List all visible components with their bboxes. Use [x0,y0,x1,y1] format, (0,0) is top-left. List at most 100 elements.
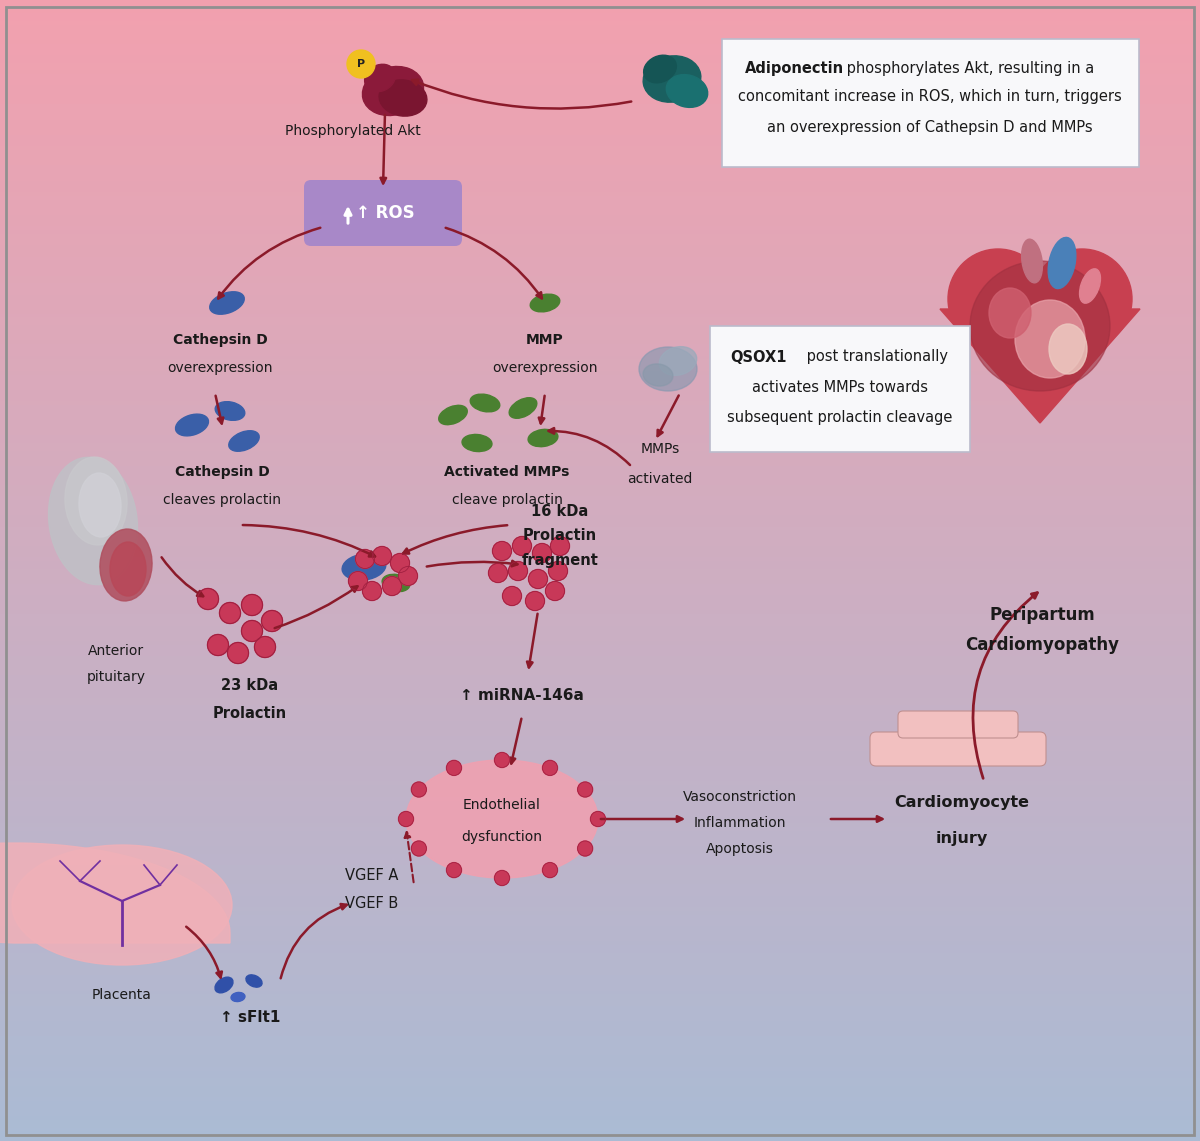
Bar [0,576,1200,582]
Bar [0,200,1200,205]
Circle shape [372,547,391,566]
Bar [0,790,1200,795]
Bar [0,1098,1200,1103]
Bar [0,953,1200,958]
Bar [0,995,1200,1001]
Bar [0,915,1200,921]
Bar [0,302,1200,308]
Bar [0,173,1200,179]
Bar [0,653,1200,658]
Bar [0,237,1200,243]
Circle shape [362,582,382,600]
Bar [0,1025,1200,1030]
Bar [0,778,1200,784]
Ellipse shape [1049,324,1087,374]
FancyBboxPatch shape [721,39,1139,167]
Bar [0,416,1200,422]
Bar [0,466,1200,471]
Bar [0,32,1200,38]
Circle shape [412,782,426,798]
Bar [0,747,1200,753]
Bar [0,462,1200,468]
Bar [0,139,1200,145]
Ellipse shape [79,474,121,537]
Bar [0,37,1200,42]
Ellipse shape [110,542,146,596]
Bar [0,1078,1200,1084]
Bar [0,496,1200,502]
Circle shape [220,602,240,623]
Ellipse shape [643,56,701,103]
Bar [0,249,1200,254]
Bar [0,721,1200,727]
Bar [0,907,1200,913]
Bar [0,1018,1200,1023]
Bar [0,831,1200,836]
Text: Phosphorylated Akt: Phosphorylated Akt [286,124,421,138]
Ellipse shape [1032,249,1132,349]
Bar [0,812,1200,818]
Bar [0,984,1200,989]
Bar [0,226,1200,232]
Text: fragment: fragment [522,553,599,568]
Text: Cardiomyocyte: Cardiomyocyte [894,795,1030,810]
Bar [0,1010,1200,1015]
Bar [0,865,1200,871]
Circle shape [509,561,528,581]
Bar [0,86,1200,91]
Bar [0,553,1200,559]
Bar [0,374,1200,380]
Text: cleaves prolactin: cleaves prolactin [163,493,281,507]
Bar [0,1086,1200,1092]
Bar [0,816,1200,822]
Text: Vasoconstriction: Vasoconstriction [683,790,797,804]
Bar [0,591,1200,597]
Bar [0,188,1200,194]
Text: subsequent prolactin cleavage: subsequent prolactin cleavage [727,410,953,424]
Text: activated: activated [628,472,692,486]
Bar [0,607,1200,613]
Bar [0,265,1200,270]
Bar [0,1075,1200,1081]
Circle shape [503,586,522,606]
Ellipse shape [643,55,677,83]
Bar [0,725,1200,730]
Text: Adiponectin: Adiponectin [745,60,844,75]
Bar [0,508,1200,513]
Text: VGEF B: VGEF B [346,896,398,911]
Bar [0,242,1200,248]
Bar [0,397,1200,403]
Bar [0,51,1200,57]
Ellipse shape [1080,269,1100,304]
Bar [0,998,1200,1004]
Ellipse shape [1015,300,1085,378]
Ellipse shape [659,347,697,375]
Bar [0,105,1200,111]
Bar [0,599,1200,605]
Bar [0,257,1200,262]
Bar [0,1132,1200,1138]
Bar [0,1127,1200,1133]
Circle shape [548,561,568,581]
Bar [0,1090,1200,1095]
Bar [0,881,1200,887]
Bar [0,504,1200,510]
Text: Cathepsin D: Cathepsin D [173,333,268,347]
Bar [0,299,1200,305]
Text: MMP: MMP [526,333,564,347]
Bar [0,964,1200,970]
Bar [0,185,1200,191]
Bar [0,774,1200,779]
Bar [0,1047,1200,1053]
Bar [0,625,1200,631]
Bar [0,1116,1200,1122]
Bar [0,736,1200,742]
Bar [0,151,1200,156]
Ellipse shape [462,435,492,452]
Circle shape [228,642,248,664]
Text: cleave prolactin: cleave prolactin [451,493,563,507]
Bar [0,439,1200,445]
Ellipse shape [509,398,536,419]
Bar [0,128,1200,133]
Bar [0,949,1200,955]
